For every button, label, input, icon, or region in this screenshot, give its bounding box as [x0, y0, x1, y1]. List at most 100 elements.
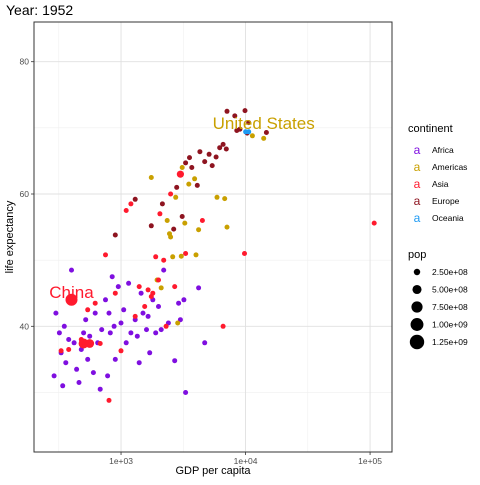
data-point-africa [103, 297, 108, 303]
legend-size-key [411, 301, 423, 313]
data-point-americas [158, 285, 164, 291]
data-point-asia [128, 201, 134, 207]
data-point-europe [220, 141, 226, 147]
data-point-americas [192, 176, 198, 182]
data-point-africa [105, 373, 111, 379]
data-point-asia [103, 252, 108, 258]
data-point-africa [161, 267, 167, 273]
data-point-africa [85, 356, 91, 362]
data-point-africa [126, 280, 132, 286]
data-point-asia [242, 251, 247, 256]
legend-label-asia: Asia [432, 179, 449, 189]
legend-key-africa: a [414, 143, 421, 157]
x-tick-label: 1e+04 [234, 456, 258, 466]
data-point-asia [145, 287, 151, 293]
legend-key-oceania: a [414, 211, 421, 225]
data-point-africa [140, 310, 146, 316]
data-point-europe [246, 120, 252, 126]
data-point-europe [232, 113, 238, 119]
data-point-africa [172, 358, 178, 364]
data-point-africa [181, 297, 187, 303]
plot-border [33, 21, 393, 453]
data-point-americas [148, 175, 154, 180]
data-point-asia [118, 348, 124, 354]
data-point-americas [178, 253, 184, 259]
data-point-africa [153, 330, 159, 336]
data-point-asia [150, 290, 156, 296]
data-point-asia [112, 290, 118, 296]
x-axis-label: GDP per capita [175, 465, 251, 477]
data-point-africa [60, 383, 66, 389]
legend-size-key [409, 334, 425, 350]
data-point-americas [261, 135, 267, 141]
data-point-asia [172, 284, 178, 290]
data-point-africa [147, 350, 153, 356]
y-tick-label: 60 [20, 189, 30, 199]
data-point-americas [214, 194, 220, 200]
data-point-africa [156, 304, 161, 309]
data-point-asia [136, 284, 142, 290]
data-point-asia [132, 313, 138, 319]
data-point-asia [199, 218, 205, 223]
data-point-europe [171, 226, 177, 232]
chart-title: Year: 1952 [6, 2, 74, 18]
data-point-africa [74, 366, 80, 372]
data-point-africa [107, 330, 113, 336]
data-point-africa [87, 333, 93, 339]
data-point-africa [111, 323, 117, 329]
data-point-asia [106, 397, 112, 403]
data-point-europe [187, 155, 192, 161]
data-point-europe [179, 214, 185, 219]
data-point-africa [202, 340, 208, 346]
data-point-africa [145, 313, 151, 319]
data-point-europe [183, 160, 189, 166]
data-point-americas [186, 181, 192, 187]
data-point-africa [81, 330, 87, 336]
legend-size-label: 2.50e+08 [432, 267, 468, 277]
data-point-asia [97, 341, 103, 346]
data-point-africa [144, 327, 149, 333]
data-point-africa [121, 307, 127, 313]
data-point-africa [76, 380, 82, 385]
data-point-africa [71, 340, 77, 346]
legend-size-key [412, 284, 422, 295]
legend-size-label: 5.00e+08 [432, 285, 468, 295]
data-point-africa [99, 327, 105, 333]
data-point-asia [163, 323, 169, 329]
legend-title-pop: pop [408, 249, 426, 261]
data-point-africa [123, 340, 129, 346]
data-point-africa [196, 285, 202, 291]
data-point-asia [220, 323, 226, 329]
data-point-africa [90, 370, 96, 376]
legend-label-africa: Africa [432, 145, 454, 155]
legend-key-asia: a [414, 177, 421, 191]
data-point-africa [97, 386, 103, 392]
data-point-europe [148, 223, 154, 229]
data-point-asia [161, 257, 167, 263]
data-point-asia [58, 348, 64, 354]
x-tick-label: 1e+03 [109, 456, 133, 466]
legend-size-key [410, 318, 424, 331]
legend-title-continent: continent [408, 123, 453, 135]
data-point-americas [179, 165, 185, 170]
legend-size-key [413, 268, 421, 276]
legend-key-americas: a [414, 160, 421, 174]
data-point-africa [134, 333, 140, 339]
data-point-africa [66, 337, 72, 342]
data-point-americas [173, 194, 179, 200]
data-point-europe [223, 146, 229, 152]
data-point-europe [213, 154, 219, 160]
data-point-asia [66, 347, 72, 352]
data-point-europe [189, 165, 195, 170]
data-point-large [65, 293, 78, 306]
y-axis-label: life expectancy [4, 200, 16, 273]
legend-size-label: 1.25e+09 [432, 337, 468, 347]
data-point-europe [112, 232, 118, 238]
data-point-americas [249, 133, 255, 139]
data-point-europe [242, 108, 248, 114]
data-point-asia [168, 191, 174, 197]
data-point-europe [217, 145, 223, 151]
data-point-asia [85, 307, 91, 313]
data-point-africa [106, 310, 112, 316]
